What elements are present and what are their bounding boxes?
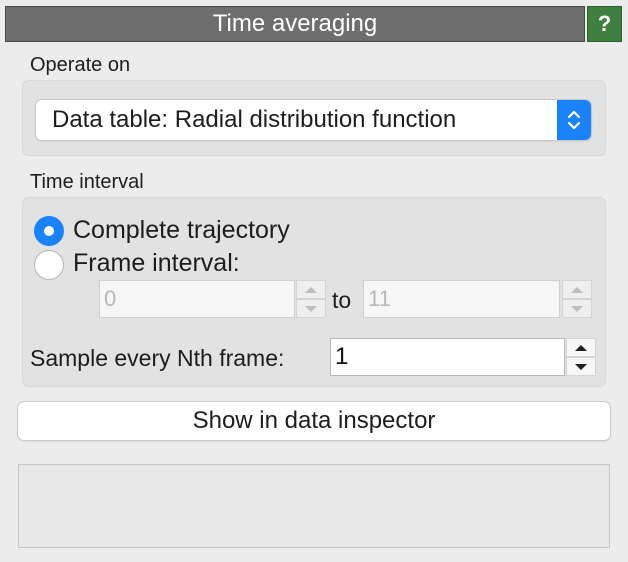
decrement-arrow-icon[interactable] xyxy=(562,299,592,318)
sample-every-stepper[interactable] xyxy=(566,338,596,376)
frame-interval-radio[interactable] xyxy=(34,250,64,280)
help-button[interactable]: ? xyxy=(587,6,622,42)
frame-interval-label[interactable]: Frame interval: xyxy=(73,249,240,277)
operate-on-label: Operate on xyxy=(30,54,131,76)
to-label: to xyxy=(332,287,352,313)
sample-every-label: Sample every Nth frame: xyxy=(30,345,285,371)
panel-title: Time averaging xyxy=(5,6,585,42)
frame-end-stepper[interactable] xyxy=(562,280,592,318)
increment-arrow-icon[interactable] xyxy=(566,338,596,357)
increment-arrow-icon[interactable] xyxy=(296,280,326,299)
complete-trajectory-label[interactable]: Complete trajectory xyxy=(73,216,290,244)
frame-start-input[interactable]: 0 xyxy=(99,280,295,318)
increment-arrow-icon[interactable] xyxy=(562,280,592,299)
frame-end-input[interactable]: 11 xyxy=(363,280,560,318)
time-interval-label: Time interval xyxy=(30,171,144,193)
show-in-data-inspector-button[interactable]: Show in data inspector xyxy=(18,402,610,440)
status-area xyxy=(18,464,610,548)
decrement-arrow-icon[interactable] xyxy=(566,357,596,376)
decrement-arrow-icon[interactable] xyxy=(296,299,326,318)
operate-on-select[interactable]: Data table: Radial distribution function xyxy=(36,100,591,140)
operate-on-selected-value: Data table: Radial distribution function xyxy=(52,106,457,133)
up-down-chevron-icon xyxy=(557,100,591,140)
sample-every-input[interactable]: 1 xyxy=(330,338,565,376)
complete-trajectory-radio[interactable] xyxy=(34,216,64,246)
frame-start-stepper[interactable] xyxy=(296,280,326,318)
